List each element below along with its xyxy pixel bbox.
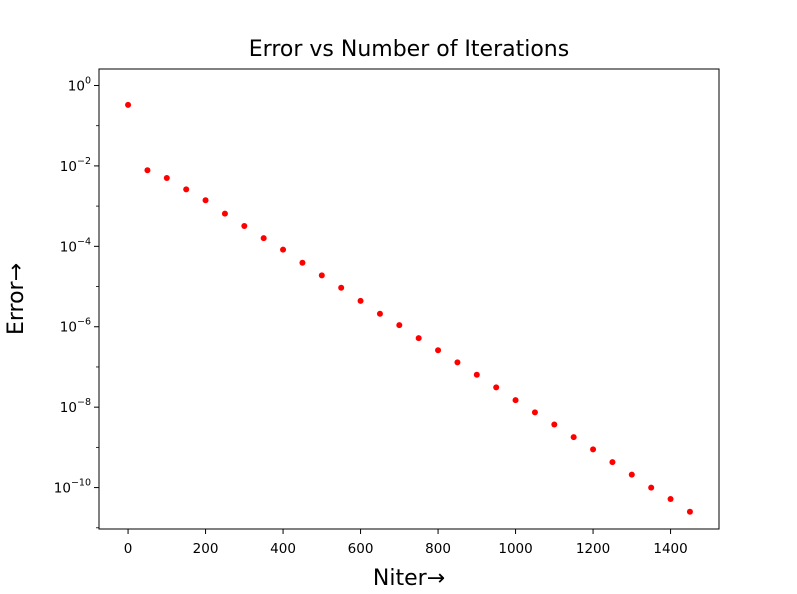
x-tick-label: 1200 [576, 541, 610, 557]
data-point [241, 223, 248, 230]
data-point [183, 186, 190, 193]
data-point [357, 297, 364, 304]
data-point [531, 409, 538, 416]
data-point [221, 210, 228, 217]
data-point [376, 310, 383, 317]
y-tick-label: 100 [68, 75, 91, 94]
x-axis-ticks: 0 200 400 600 800 1000 1200 1400 [124, 529, 688, 557]
data-point [338, 284, 345, 291]
data-point [125, 101, 132, 108]
data-point [454, 359, 461, 366]
data-point [590, 446, 597, 453]
data-point [551, 421, 558, 428]
data-point [415, 335, 422, 342]
y-tick-label: 10−10 [54, 478, 91, 497]
y-tick-label: 10−4 [60, 236, 91, 255]
x-tick-label: 600 [348, 541, 374, 557]
x-axis-label: Niter→ [373, 566, 445, 591]
y-axis-ticks: 100 10−2 10−4 10−6 10−8 10−10 [54, 75, 99, 529]
plot-frame [98, 68, 720, 530]
data-point [280, 246, 287, 253]
x-tick-label: 200 [193, 541, 219, 557]
x-tick-label: 0 [124, 541, 133, 557]
data-point [628, 471, 635, 478]
data-point [512, 397, 519, 404]
data-point [144, 167, 151, 174]
data-point [648, 484, 655, 491]
x-tick-label: 1400 [653, 541, 687, 557]
data-point [202, 197, 209, 204]
data-point [570, 434, 577, 441]
y-tick-label: 10−2 [60, 156, 91, 175]
data-point [686, 508, 693, 515]
data-points [125, 101, 693, 515]
data-point [396, 322, 403, 329]
data-point [493, 384, 500, 391]
y-tick-label: 10−6 [60, 317, 91, 336]
data-point [473, 371, 480, 378]
data-point [260, 235, 267, 242]
data-point [163, 175, 170, 182]
data-point [609, 459, 616, 466]
y-axis-label: Error→ [4, 263, 29, 335]
x-tick-label: 400 [270, 541, 296, 557]
y-tick-label: 10−8 [60, 397, 91, 416]
data-point [435, 347, 442, 354]
data-point [667, 496, 674, 502]
x-tick-label: 800 [425, 541, 451, 557]
chart-title: Error vs Number of Iterations [249, 37, 569, 62]
x-tick-label: 1000 [498, 541, 532, 557]
data-point [318, 272, 325, 279]
data-point [299, 259, 306, 266]
